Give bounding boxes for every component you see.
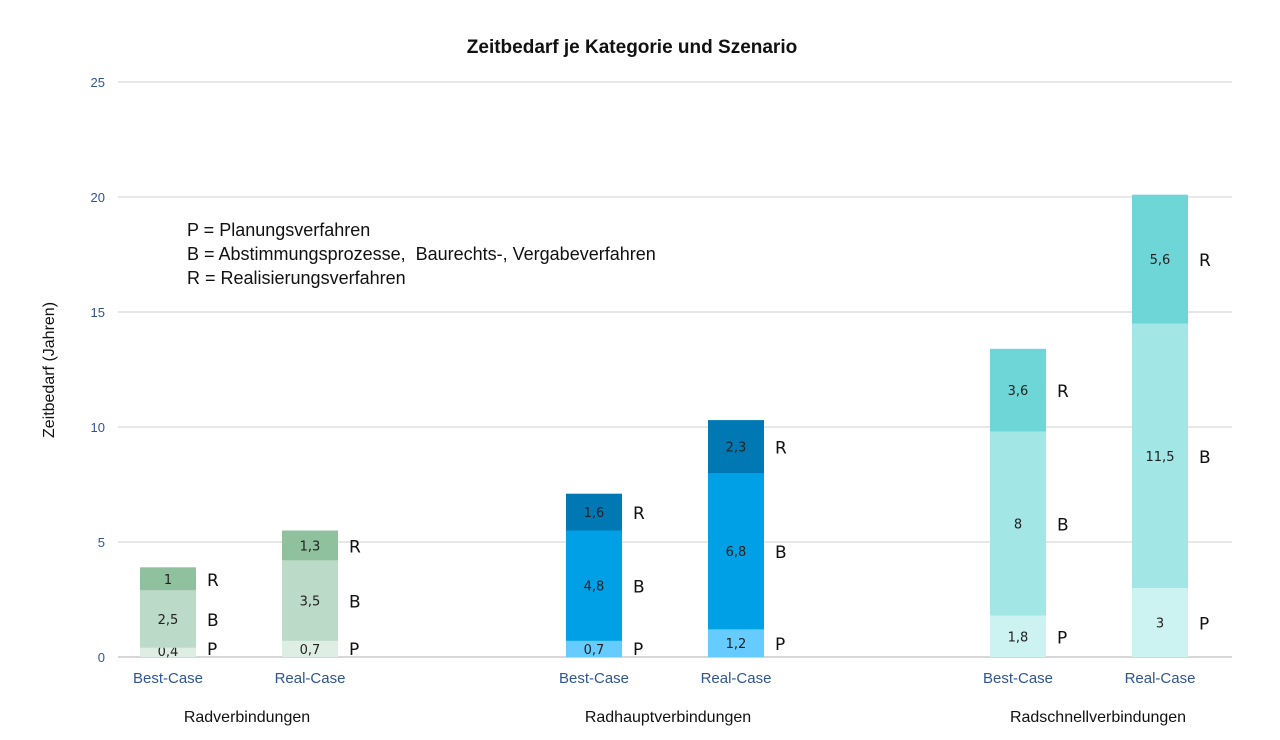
data-label: 8 [1014,518,1022,533]
data-label: 3,6 [1008,384,1029,399]
segment-key-label: R [1057,382,1069,402]
segment-key-label: R [1199,251,1211,271]
legend-text: P = Planungsverfahren B = Abstimmungspro… [187,220,656,288]
data-label: 2,5 [158,613,179,628]
bar-segment-B [140,590,196,648]
bar-segment-B [708,473,764,630]
chart-title: Zeitbedarf je Kategorie und Szenario [467,37,797,58]
bar-group: 0,7 P 4,8 B 1,6 R Best-Case 1,2 P 6,8 B 2,3 R Real-Ca… [559,420,787,726]
segment-key-label: P [775,635,785,655]
bar-segment-B [990,431,1046,616]
segment-key-label: P [207,640,217,660]
data-label: 3,5 [300,595,321,610]
segment-key-label: B [1057,516,1069,536]
bar-group: 1,8 P 8 B 3,6 R Best-Case 3 P 11,5 B 5,6 R Real-Case R… [983,194,1211,726]
segment-key-label: P [1199,615,1209,635]
bar-segment-R [282,530,338,561]
group-label: Radverbindungen [184,709,310,726]
data-label: 0,7 [300,643,321,658]
bar-segment-P [140,647,196,657]
y-axis-label: Zeitbedarf (Jahren) [41,302,58,438]
legend-line-b: B = Abstimmungsprozesse, Baurechts-, Ver… [187,244,656,264]
x-category-label: Best-Case [983,670,1053,687]
data-label: 6,8 [726,545,747,560]
y-tick-label: 15 [91,305,105,320]
group-label: Radhauptverbindungen [585,709,751,726]
segment-key-label: R [207,571,219,591]
bar-segment-P [708,629,764,657]
y-tick-label: 25 [91,75,105,90]
data-label: 1,2 [726,637,747,652]
bar-segment-R [990,348,1046,432]
data-label: 11,5 [1146,450,1175,465]
segment-key-label: P [633,640,643,660]
group-label: Radschnellverbindungen [1010,709,1186,726]
x-category-label: Best-Case [559,670,629,687]
segment-key-label: B [775,543,787,563]
segment-key-label: R [349,537,361,557]
data-label: 3 [1156,617,1164,632]
x-category-label: Real-Case [275,670,346,687]
y-tick-label: 0 [98,650,105,665]
x-category-label: Real-Case [701,670,772,687]
bar-segment-R [140,567,196,591]
data-label: 1,3 [300,539,321,554]
bar-group: 0,4 P 2,5 B 1 R Best-Case 0,7 P 3,5 B 1,3 R Real-Case… [133,530,361,726]
bar-segment-P [1132,588,1188,657]
data-label: 1,8 [1008,630,1029,645]
bar-segment-R [566,493,622,531]
bar-segment-B [566,530,622,641]
data-label: 1,6 [584,506,605,521]
bar-segment-P [282,640,338,657]
y-tick-label: 20 [91,190,105,205]
segment-key-label: P [1057,628,1067,648]
segment-key-label: B [349,593,361,613]
bar-segment-R [1132,194,1188,324]
data-label: 2,3 [726,441,747,456]
bar-segment-P [990,615,1046,657]
segment-key-label: R [775,439,787,459]
segment-key-label: B [207,611,219,631]
legend-line-r: R = Realisierungsverfahren [187,268,406,288]
segment-key-label: B [633,578,645,598]
bar-segment-B [1132,323,1188,588]
bar-segment-P [566,640,622,657]
y-tick-label: 10 [91,420,105,435]
bar-segment-B [282,560,338,641]
data-label: 0,7 [584,643,605,658]
segment-key-label: B [1199,448,1211,468]
x-category-label: Best-Case [133,670,203,687]
data-label: 1 [164,573,172,588]
x-category-label: Real-Case [1125,670,1196,687]
data-label: 0,4 [158,645,179,660]
y-tick-label: 5 [98,535,105,550]
segment-key-label: P [349,640,359,660]
data-label: 5,6 [1150,253,1171,268]
legend-line-p: P = Planungsverfahren [187,220,370,240]
data-label: 4,8 [584,580,605,595]
bar-segment-R [708,420,764,473]
segment-key-label: R [633,504,645,524]
